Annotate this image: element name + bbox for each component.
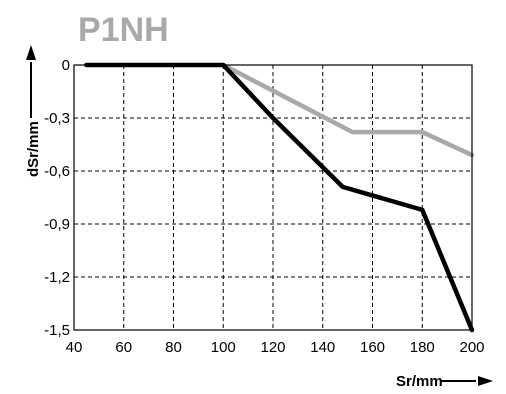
x-tick-label: 80 — [165, 339, 182, 356]
x-tick-label: 100 — [211, 339, 236, 356]
y-tick-labels: 0 -0,3 -0,6 -0,9 -1,2 -1,5 — [44, 57, 70, 339]
x-tick-label: 120 — [260, 339, 285, 356]
plot-frame — [73, 64, 473, 331]
series-line-2 — [221, 62, 475, 158]
x-tick-labels: 40 60 80 100 120 140 160 180 200 — [66, 339, 485, 356]
y-tick-label: -0,6 — [44, 163, 70, 180]
x-tick-label: 140 — [310, 339, 335, 356]
chart-title: P1NH — [78, 11, 169, 49]
y-tick-label: -0,9 — [44, 216, 70, 233]
x-tick-label: 180 — [410, 339, 435, 356]
series-group — [84, 62, 475, 333]
y-tick-label: -1,5 — [44, 322, 70, 339]
y-tick-label: -0,3 — [44, 110, 70, 127]
y-axis-arrow-head — [26, 45, 36, 60]
grid — [74, 65, 472, 330]
x-tick-label: 200 — [459, 339, 484, 356]
x-axis-label: Sr/mm — [396, 373, 443, 390]
series-line-1 — [84, 62, 475, 333]
x-tick-label: 40 — [66, 339, 83, 356]
x-tick-label: 160 — [360, 339, 385, 356]
y-tick-label: -1,2 — [44, 269, 70, 286]
x-axis-arrow-head — [478, 376, 493, 386]
y-tick-label: 0 — [62, 57, 70, 74]
x-tick-label: 60 — [115, 339, 132, 356]
y-axis-label: dSr/mm — [25, 121, 42, 177]
